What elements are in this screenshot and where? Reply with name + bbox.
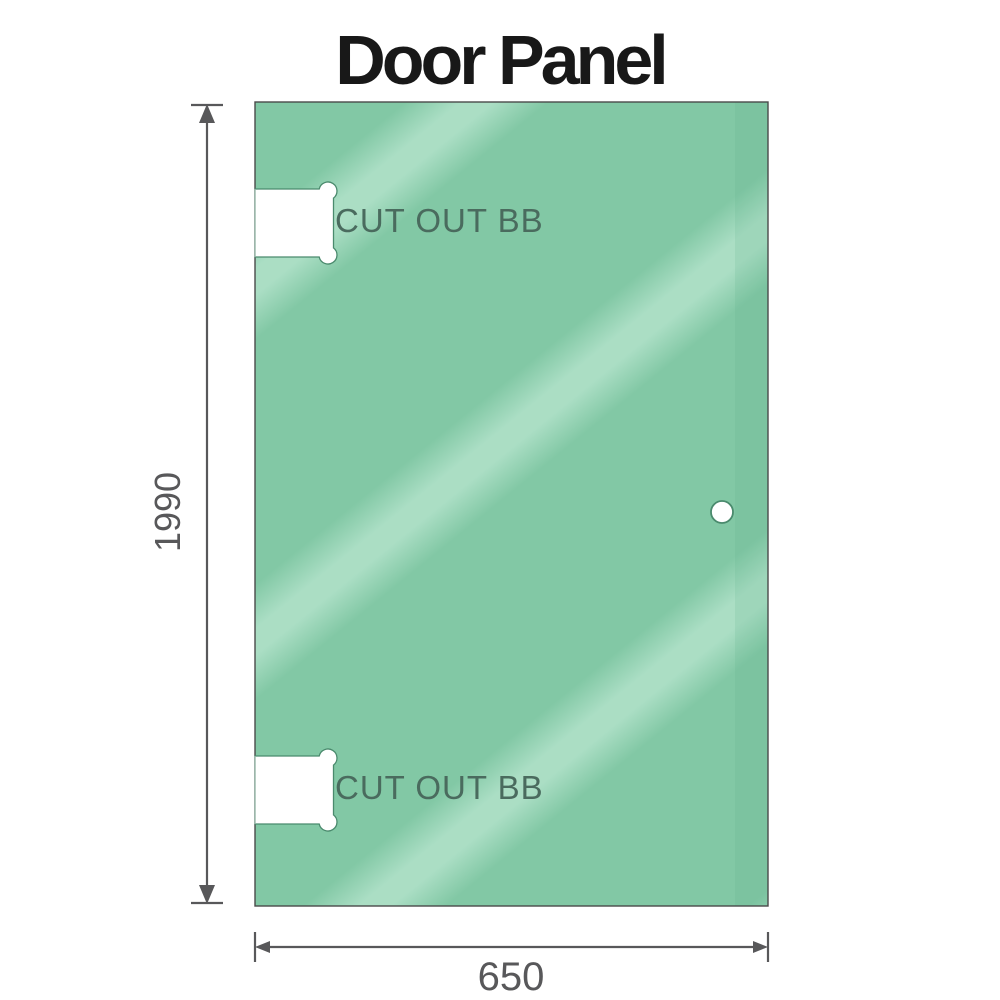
svg-text:1990: 1990	[147, 472, 188, 552]
svg-text:CUT OUT BB: CUT OUT BB	[335, 202, 544, 239]
svg-text:CUT OUT BB: CUT OUT BB	[335, 769, 544, 806]
svg-text:650: 650	[478, 955, 545, 999]
